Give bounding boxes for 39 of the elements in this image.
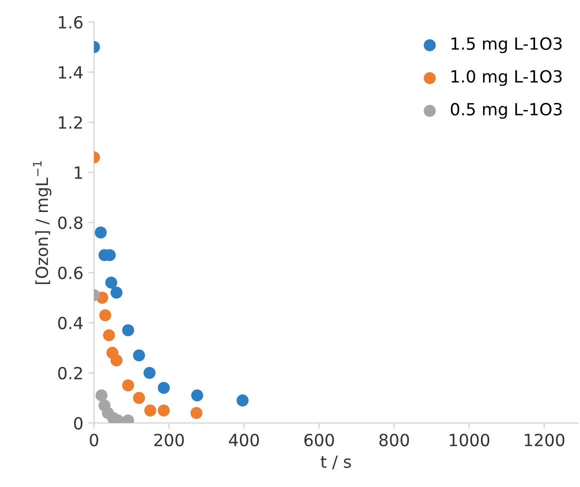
- point: [102, 329, 116, 342]
- point: [122, 324, 134, 336]
- y-tick-label: 1: [74, 166, 82, 179]
- point: [144, 404, 156, 416]
- point: [133, 392, 146, 404]
- y-tick-label: 1.4: [58, 66, 83, 78]
- x-tick-label: 600: [304, 434, 334, 446]
- y-tick-label: 0.8: [58, 216, 82, 230]
- point: [110, 354, 123, 366]
- point: [133, 349, 146, 362]
- y-tick-label: 1.2: [58, 116, 82, 129]
- x-tick-label: 800: [379, 434, 409, 446]
- point: [105, 276, 118, 289]
- point: [236, 394, 249, 406]
- x-tick-label: 0: [90, 434, 98, 446]
- point: [95, 389, 108, 402]
- y-tick-label: 0.4: [58, 316, 83, 330]
- y-tick-label: 0.2: [58, 366, 82, 380]
- x-tick-label: 200: [154, 434, 184, 446]
- x-tick-label: 400: [228, 434, 259, 446]
- y-axis-title: [Ozon] / mgL$^{−1}$: [33, 161, 52, 284]
- point: [94, 226, 107, 239]
- point: [110, 286, 123, 299]
- legend-label: 1.5 mg L-1O3: [452, 37, 562, 54]
- point: [144, 366, 156, 379]
- point: [191, 389, 204, 402]
- x-axis-title: t / s: [320, 456, 351, 470]
- y-tick-label: 1.6: [58, 16, 83, 29]
- legend-label: 0.5 mg L-1O3: [450, 102, 562, 119]
- point: [99, 309, 112, 322]
- point: [158, 404, 170, 416]
- y-tick-label: 0.6: [58, 266, 83, 280]
- point: [122, 379, 134, 392]
- x-tick-label: 1200: [524, 434, 564, 446]
- x-tick-label: 1000: [450, 434, 490, 446]
- legend-label: 1.0 mg L-1O3: [452, 70, 562, 86]
- y-tick-label: 0: [74, 416, 82, 430]
- point: [190, 406, 202, 419]
- point: [158, 382, 170, 394]
